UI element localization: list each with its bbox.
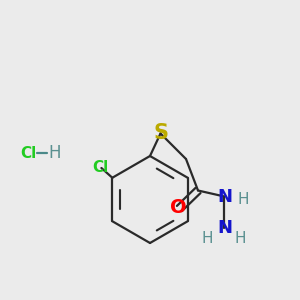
- Text: N: N: [217, 188, 232, 206]
- Text: S: S: [153, 123, 168, 142]
- Text: H: H: [234, 231, 246, 246]
- Text: Cl: Cl: [20, 146, 36, 160]
- Text: O: O: [170, 198, 187, 217]
- Text: H: H: [237, 192, 249, 207]
- Text: N: N: [217, 219, 232, 237]
- Text: H: H: [202, 231, 213, 246]
- Text: Cl: Cl: [92, 160, 108, 175]
- Text: H: H: [48, 144, 61, 162]
